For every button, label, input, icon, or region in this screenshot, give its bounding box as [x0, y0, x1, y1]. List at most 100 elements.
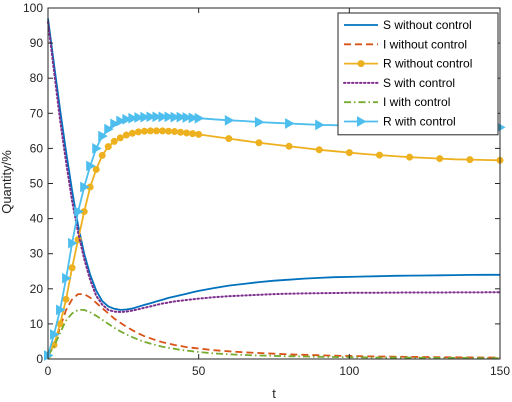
- axes: 0 50 100 150 0 10 20 30 40 50 60 70 80 90 100: [23, 1, 510, 378]
- y-tick-label: 50: [30, 177, 44, 191]
- data-point: [92, 165, 100, 173]
- data-point: [140, 127, 148, 135]
- legend-item: I with control: [344, 95, 450, 109]
- legend-label: R with control: [383, 115, 456, 129]
- data-point: [128, 112, 138, 124]
- data-point: [128, 129, 136, 137]
- data-point: [104, 143, 112, 151]
- data-point: [92, 143, 102, 154]
- data-point: [225, 135, 233, 143]
- data-point: [375, 151, 383, 159]
- data-point: [152, 127, 160, 135]
- data-point: [194, 112, 205, 124]
- x-tick-label: 0: [45, 364, 52, 378]
- data-point: [315, 146, 323, 154]
- data-point: [146, 111, 156, 123]
- data-point: [50, 329, 60, 340]
- legend-marker: [357, 60, 365, 68]
- data-point: [345, 149, 353, 157]
- data-point: [68, 264, 76, 272]
- data-point: [134, 128, 142, 136]
- data-point: [224, 114, 235, 126]
- series-line: [47, 21, 501, 313]
- data-point: [152, 111, 162, 123]
- data-point: [104, 123, 114, 135]
- legend-label: I without control: [383, 37, 467, 51]
- y-tick-label: 70: [30, 106, 44, 120]
- x-tick-label: 150: [490, 364, 510, 378]
- data-point: [62, 272, 72, 284]
- data-point: [140, 111, 150, 123]
- legend-item: I without control: [344, 37, 467, 51]
- data-point: [176, 111, 187, 123]
- y-tick-label: 10: [30, 317, 44, 331]
- legend: S without control I without control R with…: [337, 12, 499, 136]
- data-point: [195, 130, 203, 138]
- x-axis-title: t: [272, 386, 276, 401]
- data-point: [315, 119, 325, 131]
- legend-label: I with control: [383, 95, 450, 109]
- data-point: [86, 160, 96, 172]
- data-point: [183, 129, 191, 137]
- data-point: [466, 156, 474, 164]
- data-point: [62, 295, 70, 303]
- data-point: [146, 127, 154, 135]
- y-tick-label: 60: [30, 141, 44, 155]
- legend-label: S with control: [383, 76, 455, 90]
- legend-item: S with control: [343, 76, 455, 90]
- data-point: [255, 139, 263, 147]
- legend-item: R with control: [344, 115, 456, 129]
- data-point: [159, 127, 167, 135]
- data-point: [285, 118, 295, 129]
- y-axis-title: Quantity/%: [0, 150, 14, 214]
- x-tick-label: 50: [192, 364, 206, 378]
- data-point: [110, 137, 118, 145]
- legend-box: [337, 12, 499, 136]
- x-tick-label: 100: [339, 364, 359, 378]
- series-4: [47, 21, 501, 313]
- legend-item: R without control: [344, 57, 472, 71]
- data-point: [188, 112, 199, 124]
- data-point: [110, 118, 120, 130]
- y-tick-label: 0: [36, 352, 43, 366]
- data-point: [56, 304, 66, 316]
- series-line: [47, 293, 501, 359]
- y-tick-label: 80: [30, 71, 44, 85]
- legend-label: S without control: [383, 18, 472, 32]
- data-point: [254, 116, 265, 128]
- series-line: [47, 18, 500, 311]
- y-tick-label: 40: [30, 212, 44, 226]
- data-point: [80, 181, 90, 193]
- data-point: [98, 151, 106, 159]
- data-point: [436, 155, 444, 163]
- series-5: [47, 308, 500, 360]
- data-point: [182, 112, 193, 123]
- data-point: [116, 134, 124, 142]
- y-tick-label: 30: [30, 247, 44, 261]
- data-point: [171, 128, 179, 136]
- legend-label: R without control: [383, 57, 472, 71]
- data-point: [177, 128, 185, 136]
- legend-item: S without control: [344, 18, 472, 32]
- data-point: [116, 115, 126, 127]
- data-point: [285, 142, 293, 150]
- y-tick-label: 90: [30, 36, 44, 50]
- data-point: [122, 113, 132, 125]
- data-point: [158, 111, 169, 123]
- data-point: [74, 206, 84, 217]
- data-point: [406, 153, 414, 161]
- series-1: [47, 18, 500, 311]
- data-point: [134, 112, 144, 123]
- data-point: [164, 111, 175, 123]
- data-point: [122, 131, 130, 139]
- data-point: [170, 111, 181, 123]
- y-tick-label: 100: [23, 1, 43, 15]
- series-line: [47, 308, 500, 360]
- data-point: [68, 237, 78, 249]
- data-point: [98, 130, 108, 142]
- series-2: [47, 293, 501, 359]
- data-point: [165, 127, 173, 135]
- legend-marker: [357, 116, 367, 127]
- data-point: [189, 130, 197, 138]
